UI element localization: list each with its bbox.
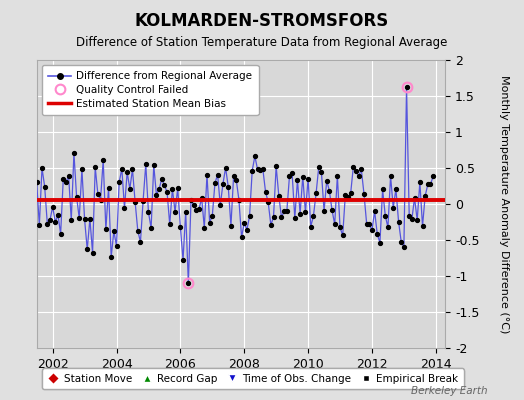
Text: Berkeley Earth: Berkeley Earth [411,386,487,396]
Text: KOLMARDEN-STROMSFORS: KOLMARDEN-STROMSFORS [135,12,389,30]
Y-axis label: Monthly Temperature Anomaly Difference (°C): Monthly Temperature Anomaly Difference (… [499,75,509,333]
Text: Difference of Station Temperature Data from Regional Average: Difference of Station Temperature Data f… [77,36,447,49]
Legend: Station Move, Record Gap, Time of Obs. Change, Empirical Break: Station Move, Record Gap, Time of Obs. C… [42,368,464,389]
